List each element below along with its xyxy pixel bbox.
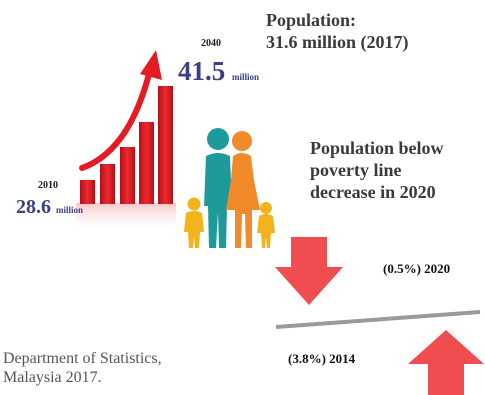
population-heading: Population: 31.6 million (2017) xyxy=(266,9,409,53)
poverty-line-3: decrease in 2020 xyxy=(310,182,436,202)
growth-bar xyxy=(80,180,95,204)
poverty-line-2: poverty line xyxy=(310,160,402,180)
value-2010-unit: million xyxy=(56,205,84,215)
value-2010: 28.6 million xyxy=(16,196,83,219)
down-arrow-icon xyxy=(275,237,343,305)
source-line-2: Malaysia 2017. xyxy=(3,369,102,386)
value-2010-number: 28.6 xyxy=(16,196,51,218)
value-2040: 41.5 million xyxy=(178,56,259,87)
population-title: Population: xyxy=(266,10,357,30)
year-2040-label: 2040 xyxy=(201,38,221,49)
growth-arrow-head xyxy=(140,50,162,80)
poverty-2020-label: (0.5%) 2020 xyxy=(383,261,451,276)
growth-bar xyxy=(120,147,135,204)
growth-bar xyxy=(158,86,173,204)
poverty-line-1: Population below xyxy=(310,138,444,158)
poverty-2014-label: (3.8%) 2014 xyxy=(288,351,356,366)
growth-bar xyxy=(139,122,154,204)
value-2040-number: 41.5 xyxy=(178,56,226,86)
family-icon xyxy=(184,128,275,248)
poverty-heading: Population below poverty line decrease i… xyxy=(310,137,444,203)
growth-bar xyxy=(100,164,115,204)
source-note: Department of Statistics, Malaysia 2017. xyxy=(3,349,162,387)
source-line-1: Department of Statistics, xyxy=(3,350,162,367)
population-value: 31.6 million (2017) xyxy=(266,32,409,52)
value-2040-unit: million xyxy=(232,72,260,82)
growth-arrow xyxy=(79,67,153,171)
up-arrow-icon xyxy=(408,330,484,395)
population-growth-graphic xyxy=(76,50,176,233)
year-2010-label: 2010 xyxy=(38,180,58,191)
chart-reflection xyxy=(76,203,176,233)
